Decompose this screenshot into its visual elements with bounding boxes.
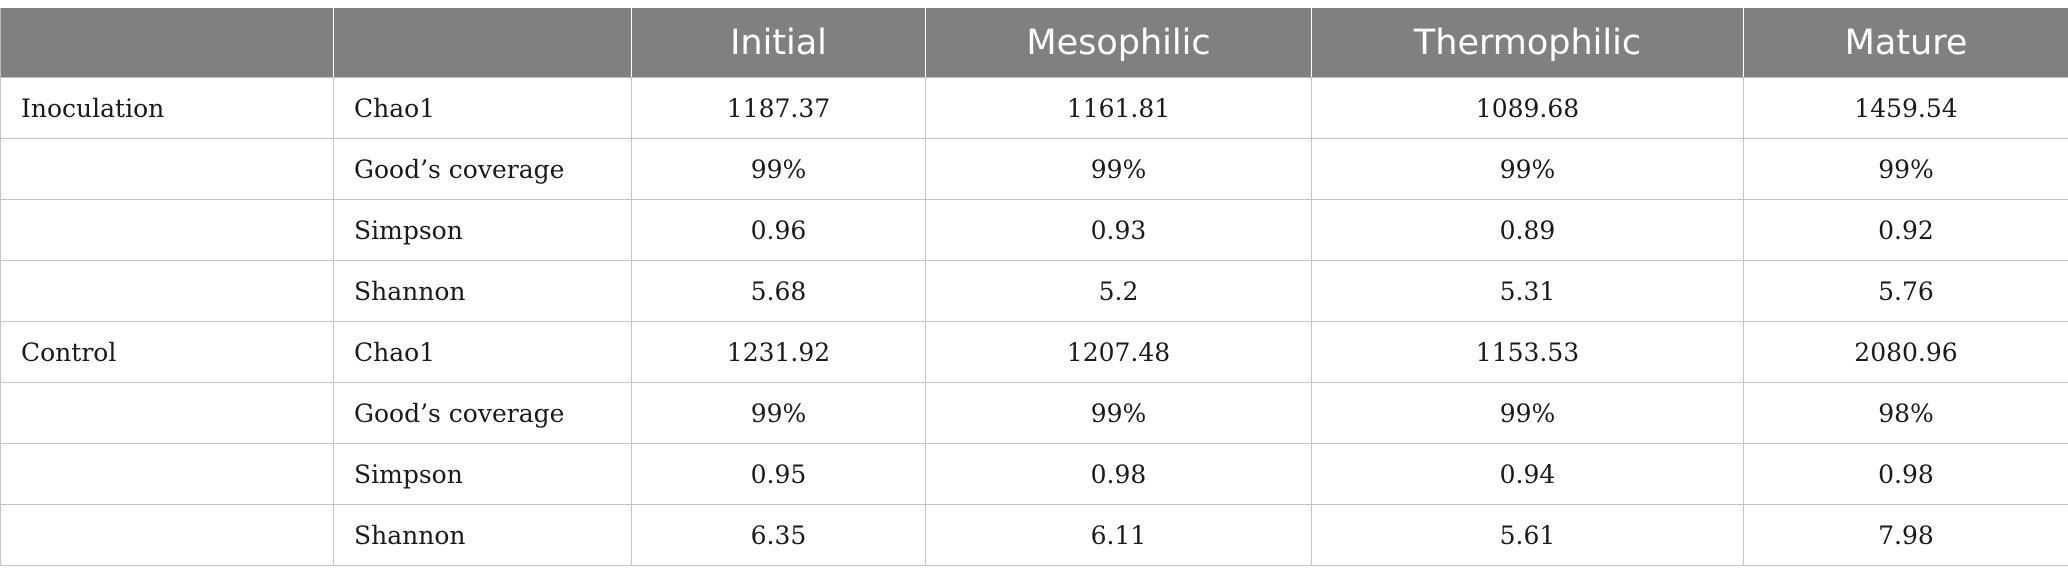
value-cell: 99%: [1743, 138, 2068, 200]
value-cell: 99%: [925, 382, 1312, 444]
value-cell: 6.11: [925, 504, 1312, 566]
metric-cell: Chao1: [333, 321, 632, 383]
metric-cell: Simpson: [333, 199, 632, 261]
value-cell: 1207.48: [925, 321, 1312, 383]
table-header: Initial Mesophilic Thermophilic Mature: [0, 8, 2068, 78]
table-row: Inoculation Chao1 1187.37 1161.81 1089.6…: [0, 77, 2068, 139]
table-row: Control Chao1 1231.92 1207.48 1153.53 20…: [0, 321, 2068, 383]
diversity-table-container: Initial Mesophilic Thermophilic Mature I…: [0, 8, 2068, 566]
metric-cell: Good’s coverage: [333, 138, 632, 200]
value-cell: 0.95: [631, 443, 926, 505]
table-row: Good’s coverage 99% 99% 99% 99%: [0, 138, 2068, 200]
value-cell: 1231.92: [631, 321, 926, 383]
table-row: Simpson 0.96 0.93 0.89 0.92: [0, 199, 2068, 261]
value-cell: 5.61: [1311, 504, 1744, 566]
value-cell: 0.92: [1743, 199, 2068, 261]
header-cell-metric: [333, 8, 632, 78]
value-cell: 99%: [631, 138, 926, 200]
value-cell: 99%: [1311, 382, 1744, 444]
value-cell: 5.2: [925, 260, 1312, 322]
header-cell-mature: Mature: [1743, 8, 2068, 78]
value-cell: 1089.68: [1311, 77, 1744, 139]
table-body: Inoculation Chao1 1187.37 1161.81 1089.6…: [0, 77, 2068, 566]
group-cell: [0, 443, 334, 505]
group-cell: Inoculation: [0, 77, 334, 139]
value-cell: 99%: [1311, 138, 1744, 200]
header-cell-mesophilic: Mesophilic: [925, 8, 1312, 78]
value-cell: 5.76: [1743, 260, 2068, 322]
header-row: Initial Mesophilic Thermophilic Mature: [0, 8, 2068, 78]
value-cell: 6.35: [631, 504, 926, 566]
value-cell: 2080.96: [1743, 321, 2068, 383]
header-cell-initial: Initial: [631, 8, 926, 78]
metric-cell: Shannon: [333, 260, 632, 322]
value-cell: 5.68: [631, 260, 926, 322]
metric-cell: Shannon: [333, 504, 632, 566]
header-cell-group: [0, 8, 334, 78]
value-cell: 0.98: [925, 443, 1312, 505]
metric-cell: Chao1: [333, 77, 632, 139]
diversity-table: Initial Mesophilic Thermophilic Mature I…: [0, 8, 2068, 566]
table-row: Shannon 5.68 5.2 5.31 5.76: [0, 260, 2068, 322]
value-cell: 1161.81: [925, 77, 1312, 139]
group-cell: [0, 138, 334, 200]
group-cell: Control: [0, 321, 334, 383]
metric-cell: Good’s coverage: [333, 382, 632, 444]
value-cell: 0.89: [1311, 199, 1744, 261]
group-cell: [0, 504, 334, 566]
value-cell: 7.98: [1743, 504, 2068, 566]
table-row: Simpson 0.95 0.98 0.94 0.98: [0, 443, 2068, 505]
value-cell: 99%: [631, 382, 926, 444]
value-cell: 5.31: [1311, 260, 1744, 322]
group-cell: [0, 382, 334, 444]
value-cell: 1153.53: [1311, 321, 1744, 383]
metric-cell: Simpson: [333, 443, 632, 505]
table-row: Shannon 6.35 6.11 5.61 7.98: [0, 504, 2068, 566]
group-cell: [0, 260, 334, 322]
value-cell: 0.93: [925, 199, 1312, 261]
value-cell: 0.96: [631, 199, 926, 261]
value-cell: 0.98: [1743, 443, 2068, 505]
table-row: Good’s coverage 99% 99% 99% 98%: [0, 382, 2068, 444]
value-cell: 98%: [1743, 382, 2068, 444]
group-cell: [0, 199, 334, 261]
header-cell-thermophilic: Thermophilic: [1311, 8, 1744, 78]
value-cell: 0.94: [1311, 443, 1744, 505]
value-cell: 99%: [925, 138, 1312, 200]
value-cell: 1459.54: [1743, 77, 2068, 139]
value-cell: 1187.37: [631, 77, 926, 139]
